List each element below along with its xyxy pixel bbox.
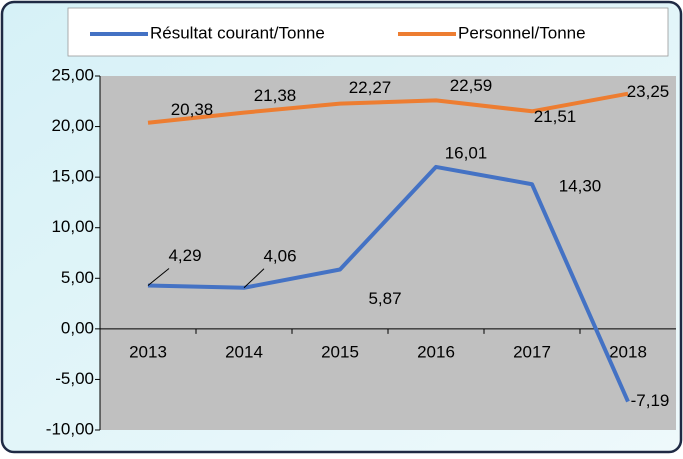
- x-tick-label: 2017: [513, 342, 551, 361]
- leader-line: [243, 268, 265, 289]
- data-label: 5,87: [368, 289, 401, 308]
- data-label: 21,51: [534, 107, 577, 126]
- y-tick-label: 25,00: [51, 65, 94, 84]
- data-label: 4,06: [263, 246, 296, 265]
- data-label: 20,38: [171, 100, 214, 119]
- x-tick-label: 2018: [609, 342, 647, 361]
- legend: [67, 7, 669, 57]
- x-tick-label: 2014: [225, 342, 263, 361]
- plot-area: [100, 76, 676, 430]
- y-tick-label: 10,00: [51, 217, 94, 236]
- data-label: 4,29: [168, 246, 201, 265]
- legend-label: Personnel/Tonne: [458, 23, 586, 42]
- data-label: 22,59: [450, 76, 493, 95]
- leader-line: [147, 268, 170, 286]
- data-label: -7,19: [631, 391, 670, 410]
- x-tick-label: 2016: [417, 342, 455, 361]
- data-label: 16,01: [445, 143, 488, 162]
- y-tick-label: -5,00: [55, 369, 94, 388]
- legend-label: Résultat courant/Tonne: [150, 23, 325, 42]
- series-line: [147, 91, 629, 125]
- y-tick-label: 0,00: [61, 318, 94, 337]
- y-tick-label: 20,00: [51, 116, 94, 135]
- data-label: 23,25: [627, 82, 670, 101]
- data-label: 14,30: [559, 177, 602, 196]
- y-tick-label: 5,00: [61, 268, 94, 287]
- data-label: 21,38: [254, 86, 297, 105]
- x-tick-label: 2013: [129, 342, 167, 361]
- y-tick-label: -10,00: [46, 419, 94, 438]
- y-tick-label: 15,00: [51, 167, 94, 186]
- x-tick-label: 2015: [321, 342, 359, 361]
- data-label: 22,27: [349, 78, 392, 97]
- series-line: [147, 164, 630, 403]
